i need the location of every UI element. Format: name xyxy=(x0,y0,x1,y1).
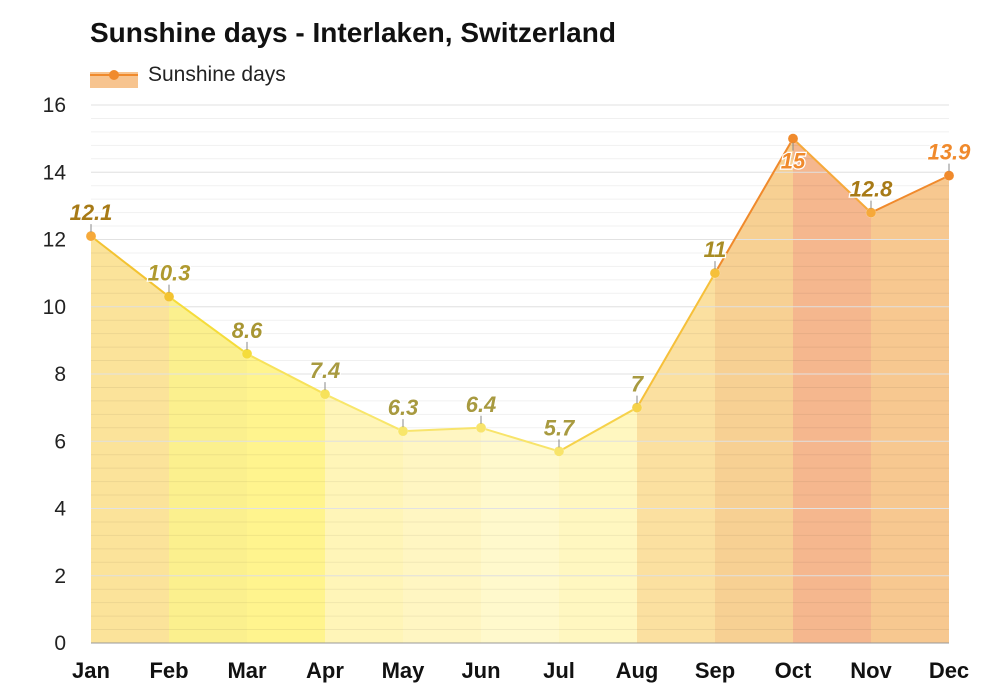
area-segment-aug xyxy=(637,273,715,643)
x-tick-label-sep: Sep xyxy=(695,658,735,683)
x-tick-label-may: May xyxy=(382,658,426,683)
line-segment-oct xyxy=(792,137,872,214)
data-label-jan: 12.1 xyxy=(70,200,113,225)
data-label-may: 6.3 xyxy=(388,395,419,420)
legend[interactable]: Sunshine days xyxy=(90,63,286,88)
x-tick-label-dec: Dec xyxy=(929,658,969,683)
y-tick-label-4: 4 xyxy=(54,498,66,521)
area-segment-jul xyxy=(559,407,637,643)
y-tick-label-16: 16 xyxy=(43,94,66,117)
month-fills xyxy=(91,138,949,644)
y-tick-label-8: 8 xyxy=(54,363,66,386)
data-label-jun: 6.4 xyxy=(466,392,497,417)
x-tick-label-apr: Apr xyxy=(306,658,344,683)
point-aug[interactable] xyxy=(631,402,643,413)
gridlines xyxy=(91,104,949,644)
chart-title: Sunshine days - Interlaken, Switzerland xyxy=(90,17,616,48)
point-mar[interactable] xyxy=(241,348,253,360)
x-tick-label-mar: Mar xyxy=(227,658,267,683)
area-segment-feb xyxy=(169,296,247,643)
area-segment-mar xyxy=(247,353,325,643)
line-segment-apr xyxy=(324,393,404,433)
x-axis-ticks: Jan Feb Mar Apr May Jun Jul Aug Sep Oct Nov Dec xyxy=(72,658,969,683)
data-label-feb: 10.3 xyxy=(148,261,191,286)
line-segment-jan xyxy=(90,235,170,298)
y-axis-ticks: 0 2 4 6 8 10 12 14 16 xyxy=(43,94,67,655)
area-segment-jan xyxy=(91,236,169,643)
point-may[interactable] xyxy=(397,425,409,437)
line-segment-feb xyxy=(168,295,248,355)
y-tick-label-2: 2 xyxy=(54,565,66,588)
point-nov[interactable] xyxy=(865,207,877,218)
area-segment-sep xyxy=(715,138,793,643)
point-jun[interactable] xyxy=(475,422,487,434)
legend-marker xyxy=(109,70,119,80)
line-segment-jun xyxy=(480,426,560,453)
data-label-dec: 13.9 xyxy=(928,140,972,165)
y-tick-label-6: 6 xyxy=(54,430,66,453)
data-label-oct: 15 xyxy=(781,149,806,174)
y-tick-label-0: 0 xyxy=(54,632,66,655)
area-segment-nov xyxy=(871,175,949,644)
series-line xyxy=(90,137,950,453)
y-tick-label-14: 14 xyxy=(43,161,67,184)
line-segment-mar xyxy=(246,352,326,396)
point-jan[interactable] xyxy=(85,230,97,242)
data-points xyxy=(85,133,955,457)
data-label-sep: 11 xyxy=(704,237,727,262)
x-tick-label-jun: Jun xyxy=(461,658,500,683)
point-oct[interactable] xyxy=(787,133,799,144)
data-label-mar: 8.6 xyxy=(232,318,263,343)
point-jul[interactable] xyxy=(553,446,565,457)
line-segment-may xyxy=(402,426,482,433)
area-segment-may xyxy=(403,427,481,643)
area-segment-apr xyxy=(325,394,403,643)
x-tick-label-nov: Nov xyxy=(850,658,892,683)
line-segment-sep xyxy=(714,138,794,274)
x-tick-label-oct: Oct xyxy=(775,658,812,683)
point-feb[interactable] xyxy=(163,291,175,302)
data-labels: 12.1 10.3 8.6 7.4 6.3 6.4 5.7 7 11 15 12.8 13.9 xyxy=(68,138,972,448)
point-dec[interactable] xyxy=(943,170,955,181)
x-tick-label-jul: Jul xyxy=(543,658,575,683)
data-label-apr: 7.4 xyxy=(310,358,341,383)
x-tick-label-jan: Jan xyxy=(72,658,110,683)
line-segment-jul xyxy=(558,406,638,453)
data-label-nov: 12.8 xyxy=(850,177,894,202)
legend-label: Sunshine days xyxy=(148,63,286,86)
point-sep[interactable] xyxy=(709,267,721,279)
line-segment-nov xyxy=(870,174,950,214)
area-segment-jun xyxy=(481,427,559,643)
point-apr[interactable] xyxy=(319,388,331,400)
x-tick-label-feb: Feb xyxy=(149,658,188,683)
x-tick-label-aug: Aug xyxy=(616,658,659,683)
data-label-jul: 5.7 xyxy=(544,415,576,440)
y-tick-label-10: 10 xyxy=(43,296,66,319)
y-tick-label-12: 12 xyxy=(43,229,66,252)
line-segment-aug xyxy=(636,272,716,409)
area-segment-oct xyxy=(793,138,871,643)
data-label-aug: 7 xyxy=(631,372,645,397)
